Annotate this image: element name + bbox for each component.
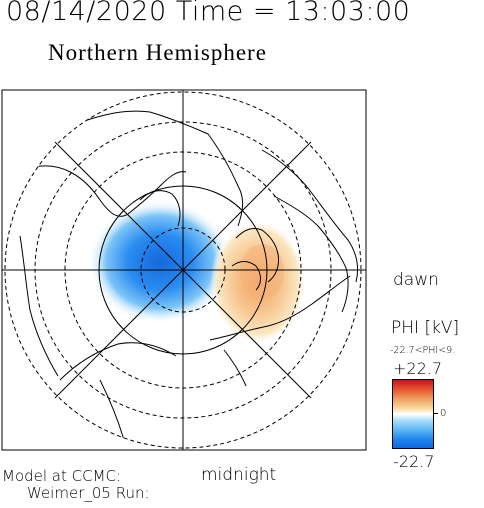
- legend-min-value: -22.7: [393, 452, 435, 471]
- dawn-label: dawn: [393, 270, 439, 290]
- midnight-label: midnight: [201, 465, 277, 485]
- model-line-1: Model at CCMC:: [2, 467, 122, 485]
- negative-cell: [88, 200, 232, 324]
- header-datetime: 08/14/2020 Time = 13:03:00: [6, 0, 411, 27]
- legend-zero-value: 0: [440, 408, 447, 419]
- potential-field: [88, 200, 306, 344]
- positive-core: [240, 244, 284, 300]
- hemisphere-title: Northern Hemisphere: [48, 40, 267, 65]
- legend-range: -22.7<PHI<9.: [390, 345, 456, 356]
- colorbar-zero-tick: [434, 413, 438, 414]
- colorbar: [392, 379, 434, 449]
- legend-max-value: +22.7: [393, 359, 443, 378]
- meridians: [2, 90, 366, 450]
- model-line-2: Weimer_05 Run:: [27, 484, 150, 502]
- legend-title: PHI [kV]: [391, 318, 460, 338]
